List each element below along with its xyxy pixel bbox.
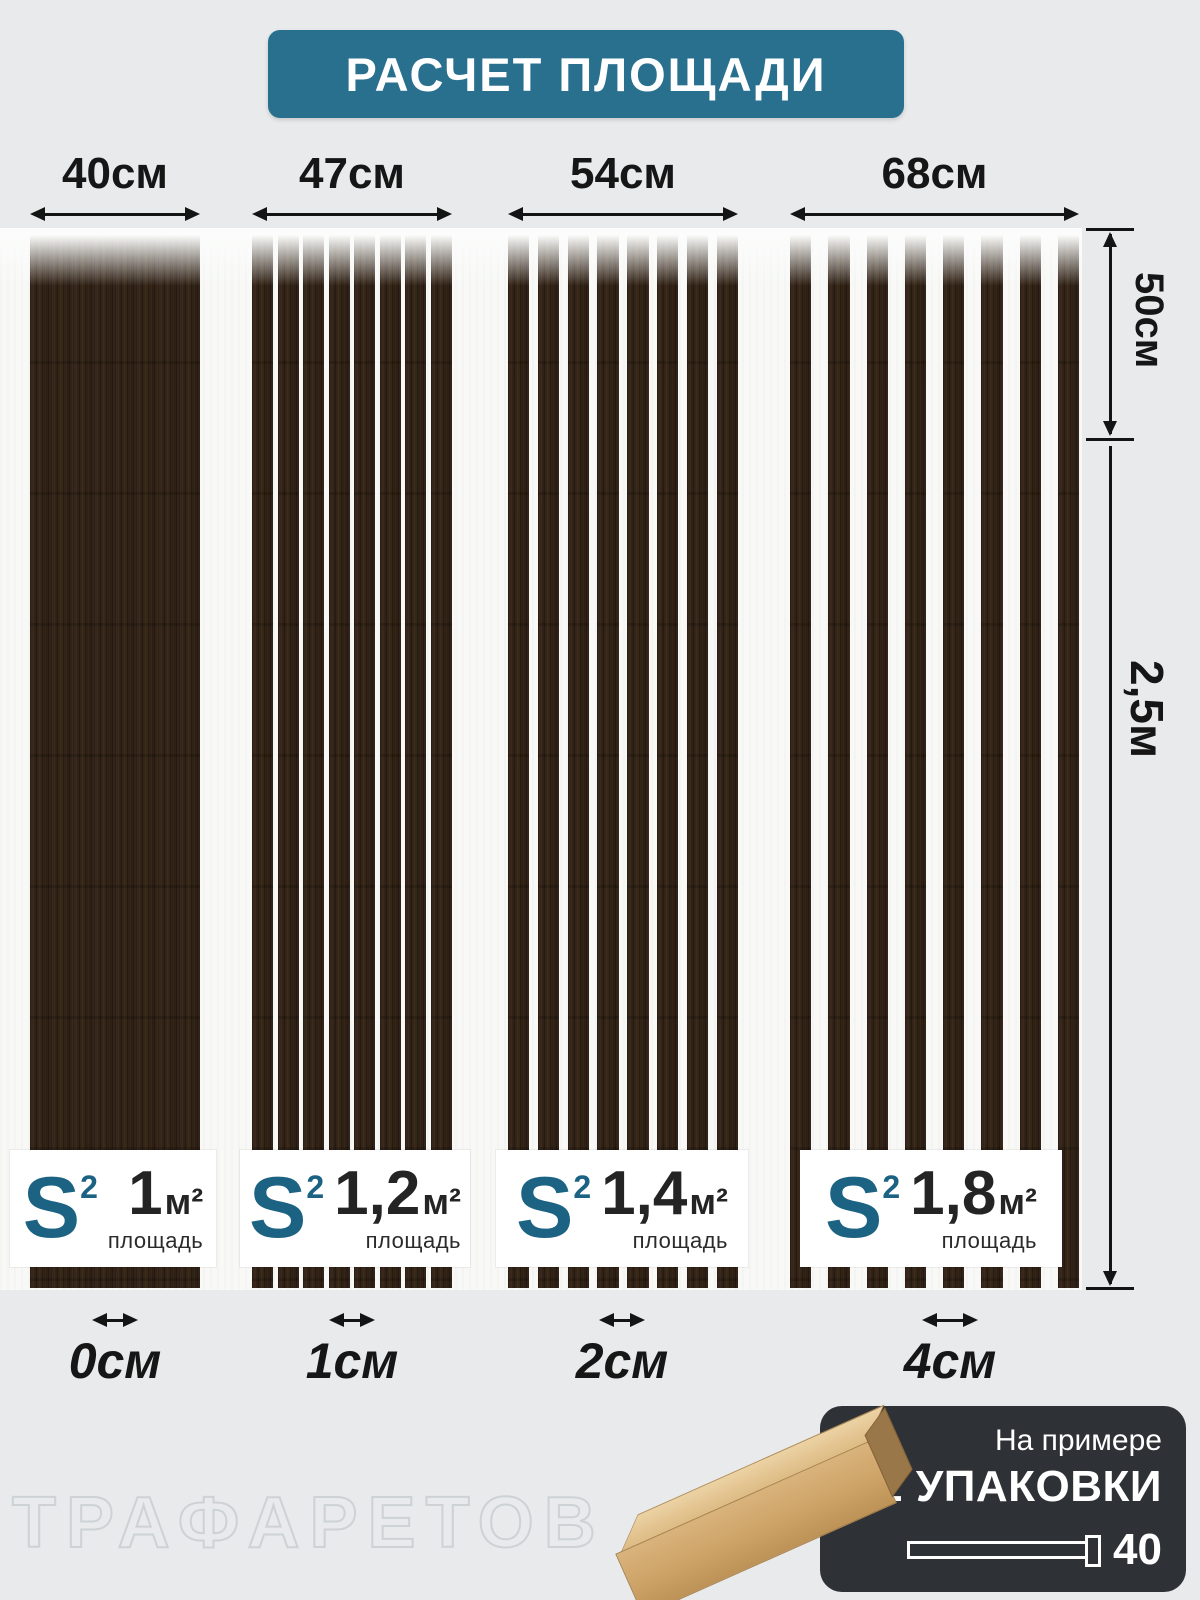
area-caption: площадь (632, 1228, 728, 1253)
wood-slat (405, 230, 427, 1288)
slat-group-3 (790, 230, 1079, 1288)
area-unit: м² (689, 1181, 728, 1222)
height-label-50cm: 50см (1127, 272, 1171, 369)
wood-slat (354, 230, 376, 1288)
area-caption: площадь (941, 1228, 1037, 1253)
width-label-2: 54см (570, 149, 676, 198)
packs-info-panel: На примере 2 УПАКОВКИ 40 (820, 1406, 1186, 1592)
width-arrow-icon-3 (790, 206, 1079, 222)
wood-slat (597, 230, 619, 1288)
wood-slat (981, 230, 1003, 1288)
gap-label-0: 0см (68, 1333, 162, 1389)
wood-slat (93, 230, 115, 1288)
height-arrow-total-icon (1102, 444, 1118, 1286)
top-fade-overlay (0, 228, 1082, 286)
wood-slat (828, 230, 850, 1288)
dimension-tick-top (1086, 228, 1134, 231)
wood-slat (866, 230, 888, 1288)
slat-group-1 (252, 230, 452, 1288)
slat-profile-icon (907, 1535, 1102, 1567)
wood-slat (136, 230, 158, 1288)
width-label-0: 40см (62, 149, 168, 198)
wood-slat (657, 230, 679, 1288)
watermark-text: ТРАФАРЕТОВ (11, 1482, 606, 1564)
dimension-tick-bottom (1086, 1287, 1134, 1290)
gap-arrow-icon-3 (922, 1312, 978, 1328)
wood-slat (72, 230, 94, 1288)
slat-group-2 (508, 230, 738, 1288)
wood-slat (1057, 230, 1079, 1288)
area-unit: м² (164, 1181, 204, 1222)
gap-arrow-icon-2 (599, 1312, 645, 1328)
wood-slat (904, 230, 926, 1288)
height-arrow-50cm-icon (1102, 232, 1118, 436)
packs-title: 2 УПАКОВКИ (878, 1462, 1162, 1511)
wood-slat (1019, 230, 1041, 1288)
width-label-1: 47см (299, 149, 405, 198)
height-label-total: 2,5м (1121, 660, 1173, 758)
wood-slat (716, 230, 738, 1288)
dimension-tick-50cm (1086, 438, 1134, 441)
wood-slat (790, 230, 812, 1288)
area-caption: площадь (107, 1228, 204, 1253)
wood-slat (277, 230, 299, 1288)
slats-per-pack-count: 40 (1113, 1525, 1162, 1574)
slat-group-0 (30, 230, 200, 1288)
width-arrow-icon-1 (252, 206, 452, 222)
area-unit: м² (998, 1181, 1037, 1222)
wood-slat (157, 230, 179, 1288)
area-value: 1,8 (910, 1159, 997, 1228)
page-title: РАСЧЕТ ПЛОЩАДИ (345, 47, 827, 101)
gap-label-2: 2см (575, 1333, 669, 1389)
packs-note: На примере (994, 1424, 1162, 1457)
width-label-3: 68см (881, 149, 988, 198)
width-arrow-icon-2 (508, 206, 738, 222)
wood-slat (252, 230, 274, 1288)
gap-arrow-icon-1 (329, 1312, 375, 1328)
width-arrow-icon-0 (30, 206, 200, 222)
wood-slat (178, 230, 200, 1288)
gap-arrow-icon-0 (92, 1312, 138, 1328)
gap-label-3: 4см (903, 1333, 997, 1389)
title-banner: РАСЧЕТ ПЛОЩАДИ (268, 30, 904, 118)
gap-label-1: 1см (305, 1333, 399, 1389)
wood-slat (30, 230, 52, 1288)
area-value: 1,2 (334, 1159, 421, 1228)
wood-slat (627, 230, 649, 1288)
wood-slat (51, 230, 73, 1288)
wood-slat (567, 230, 589, 1288)
wood-slat (943, 230, 965, 1288)
wood-slat (430, 230, 452, 1288)
wood-slat (537, 230, 560, 1288)
area-value: 1,4 (601, 1159, 688, 1228)
area-caption: площадь (365, 1228, 461, 1253)
wood-slat (379, 230, 401, 1288)
wood-slat (508, 230, 530, 1288)
wood-slat (115, 230, 137, 1288)
wood-slat (328, 230, 350, 1288)
area-value: 1 (128, 1159, 163, 1228)
area-unit: м² (422, 1181, 461, 1222)
wood-slat (303, 230, 325, 1288)
wood-slat (686, 230, 709, 1288)
